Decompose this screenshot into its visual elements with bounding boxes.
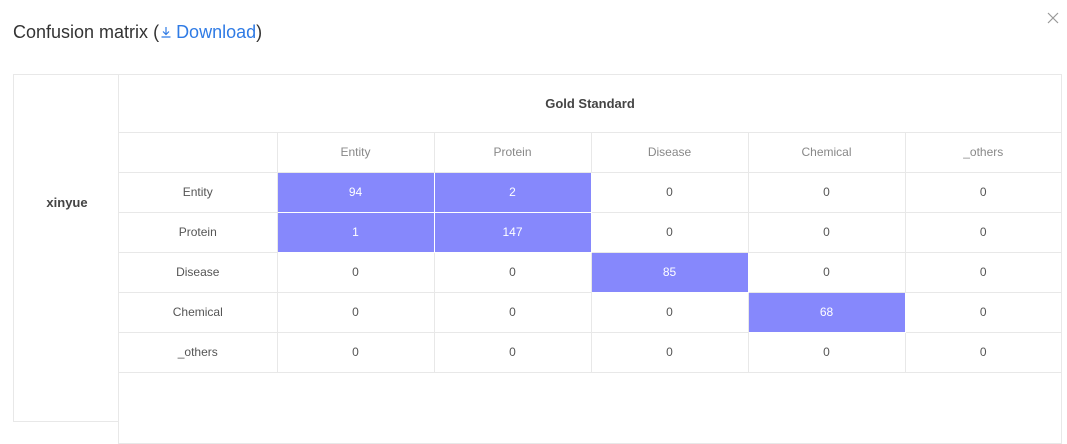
matrix-table: Entity Protein Disease Chemical _others … [119, 132, 1061, 373]
matrix-cell: 0 [277, 292, 435, 333]
matrix-cell: 0 [591, 172, 749, 213]
matrix-cell: 0 [434, 332, 592, 373]
matrix-row: _others 0 0 0 0 0 [119, 332, 1061, 373]
close-icon [1047, 12, 1059, 24]
matrix-cell: 0 [905, 292, 1061, 333]
row-label: Protein [119, 212, 278, 253]
matrix-cell: 0 [748, 172, 906, 213]
matrix-cell: 0 [277, 252, 435, 293]
confusion-matrix: Gold Standard Entity Protein Disease Che… [118, 74, 1062, 444]
matrix-cell: 0 [591, 212, 749, 253]
modal-title: Confusion matrix ( Download) [13, 20, 262, 44]
download-icon [161, 27, 171, 38]
row-label: Chemical [119, 292, 278, 333]
matrix-cell: 0 [905, 212, 1061, 253]
matrix-row: Chemical 0 0 0 68 0 [119, 292, 1061, 333]
matrix-cell: 0 [277, 332, 435, 373]
matrix-row: Disease 0 0 85 0 0 [119, 252, 1061, 293]
annotator-name: xinyue [46, 195, 88, 210]
matrix-cell: 0 [905, 172, 1061, 213]
matrix-cell: 0 [591, 292, 749, 333]
matrix-cell: 2 [434, 172, 592, 213]
download-link[interactable]: Download [159, 22, 256, 42]
matrix-cell: 1 [277, 212, 435, 253]
download-label: Download [176, 22, 257, 42]
header-row: Entity Protein Disease Chemical _others [119, 132, 1061, 173]
matrix-cell: 0 [748, 252, 906, 293]
matrix-row: Protein 1 147 0 0 0 [119, 212, 1061, 253]
modal-title-text: Confusion matrix [13, 22, 149, 42]
row-label: Disease [119, 252, 278, 293]
matrix-cell: 85 [591, 252, 749, 293]
column-header: Protein [434, 132, 592, 173]
matrix-cell: 0 [591, 332, 749, 373]
column-header: Disease [591, 132, 749, 173]
matrix-cell: 0 [748, 332, 906, 373]
matrix-cell: 0 [434, 252, 592, 293]
paren-close: ) [256, 22, 263, 42]
row-label: _others [119, 332, 278, 373]
paren-open: ( [148, 22, 160, 42]
annotator-column: xinyue [13, 74, 119, 422]
matrix-cell: 0 [434, 292, 592, 333]
matrix-row: Entity 94 2 0 0 0 [119, 172, 1061, 213]
matrix-cell: 94 [277, 172, 435, 213]
gold-standard-header: Gold Standard [119, 75, 1061, 133]
column-header: Entity [277, 132, 435, 173]
matrix-cell: 0 [905, 252, 1061, 293]
matrix-cell: 68 [748, 292, 906, 333]
column-header: _others [905, 132, 1061, 173]
matrix-cell: 0 [748, 212, 906, 253]
row-label: Entity [119, 172, 278, 213]
matrix-cell: 0 [905, 332, 1061, 373]
close-button[interactable] [1045, 10, 1061, 26]
corner-cell [119, 132, 278, 173]
matrix-cell: 147 [434, 212, 592, 253]
column-header: Chemical [748, 132, 906, 173]
